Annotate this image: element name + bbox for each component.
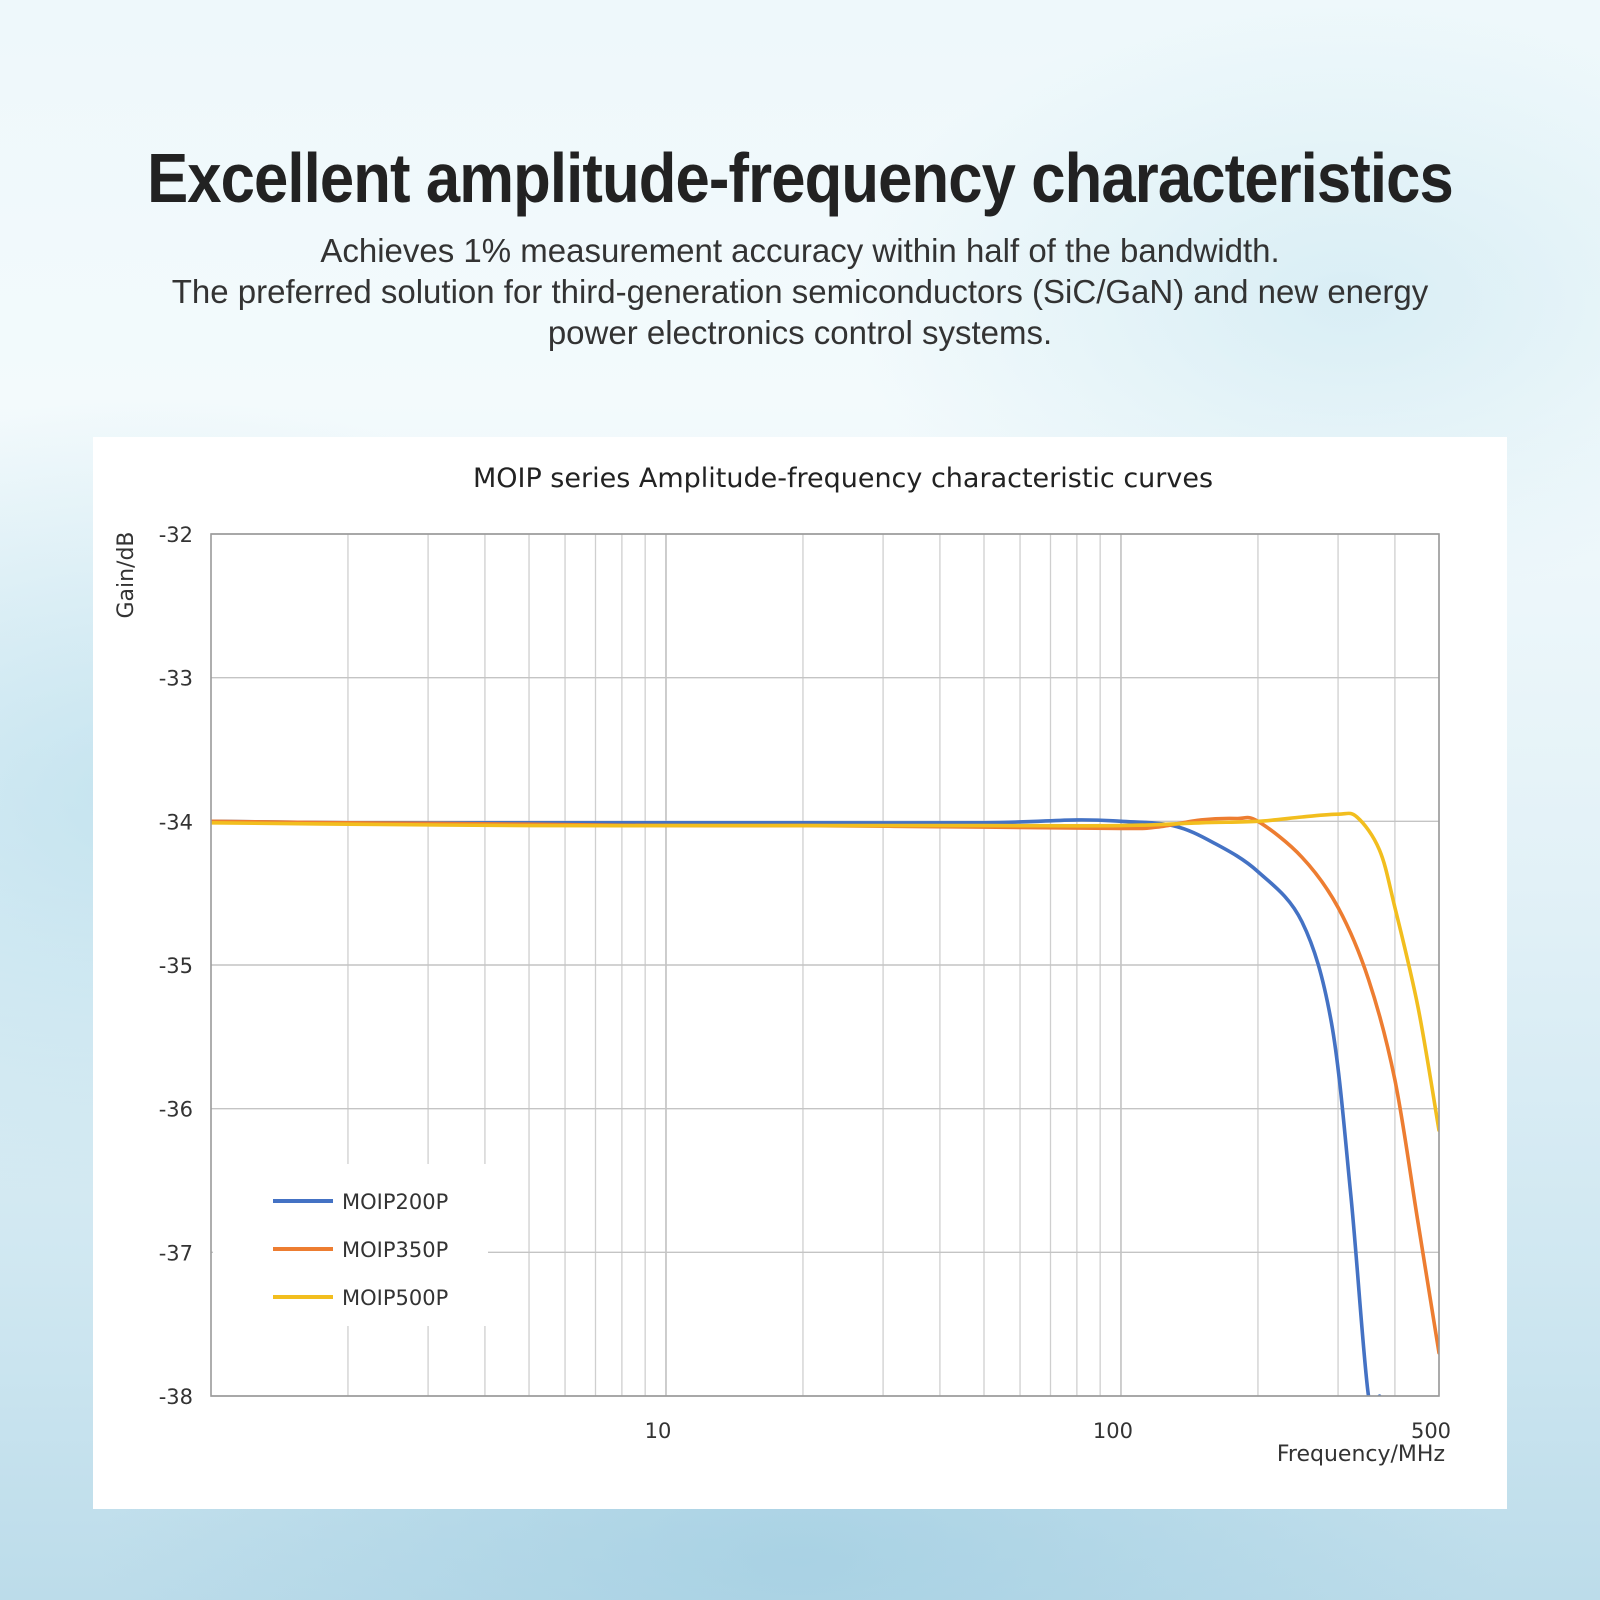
series-line-moip500p [211,811,1439,1132]
legend-label: MOIP200P [342,1190,448,1214]
y-tick-label: -36 [159,1098,193,1122]
axis-layer: -32 -33 -34 -35 -36 -37 -38 10 100 500 [159,523,1451,1443]
page-headline: Excellent amplitude-frequency characteri… [147,139,1454,217]
chart-card: MOIP series Amplitude-frequency characte… [93,437,1507,1509]
chart-title: MOIP series Amplitude-frequency characte… [473,463,1213,494]
x-tick-label: 10 [645,1419,672,1443]
y-tick-label: -38 [159,1385,193,1409]
y-tick-label: -35 [159,954,193,978]
legend-label: MOIP350P [342,1238,448,1262]
x-tick-label: 100 [1093,1419,1133,1443]
amplitude-frequency-chart: MOIP series Amplitude-frequency characte… [114,463,1451,1467]
chart-legend: MOIP200P MOIP350P MOIP500P [213,1164,488,1326]
legend-label: MOIP500P [342,1286,448,1310]
x-axis-label: Frequency/MHz [1277,1442,1445,1467]
subtitle-line-1: Achieves 1% measurement accuracy within … [320,232,1280,269]
y-tick-label: -34 [159,810,193,834]
y-tick-label: -37 [159,1241,193,1265]
series-layer [211,811,1439,1396]
page-subtitle: Achieves 1% measurement accuracy within … [100,230,1500,353]
subtitle-line-3: power electronics control systems. [547,314,1053,351]
legend-box [213,1164,488,1326]
y-tick-label: -32 [159,523,193,547]
subtitle-line-2: The preferred solution for third-generat… [171,273,1429,310]
x-tick-label: 500 [1411,1419,1451,1443]
y-axis-label: Gain/dB [114,531,139,618]
y-tick-label: -33 [159,667,193,691]
plot-border [210,533,1440,1397]
